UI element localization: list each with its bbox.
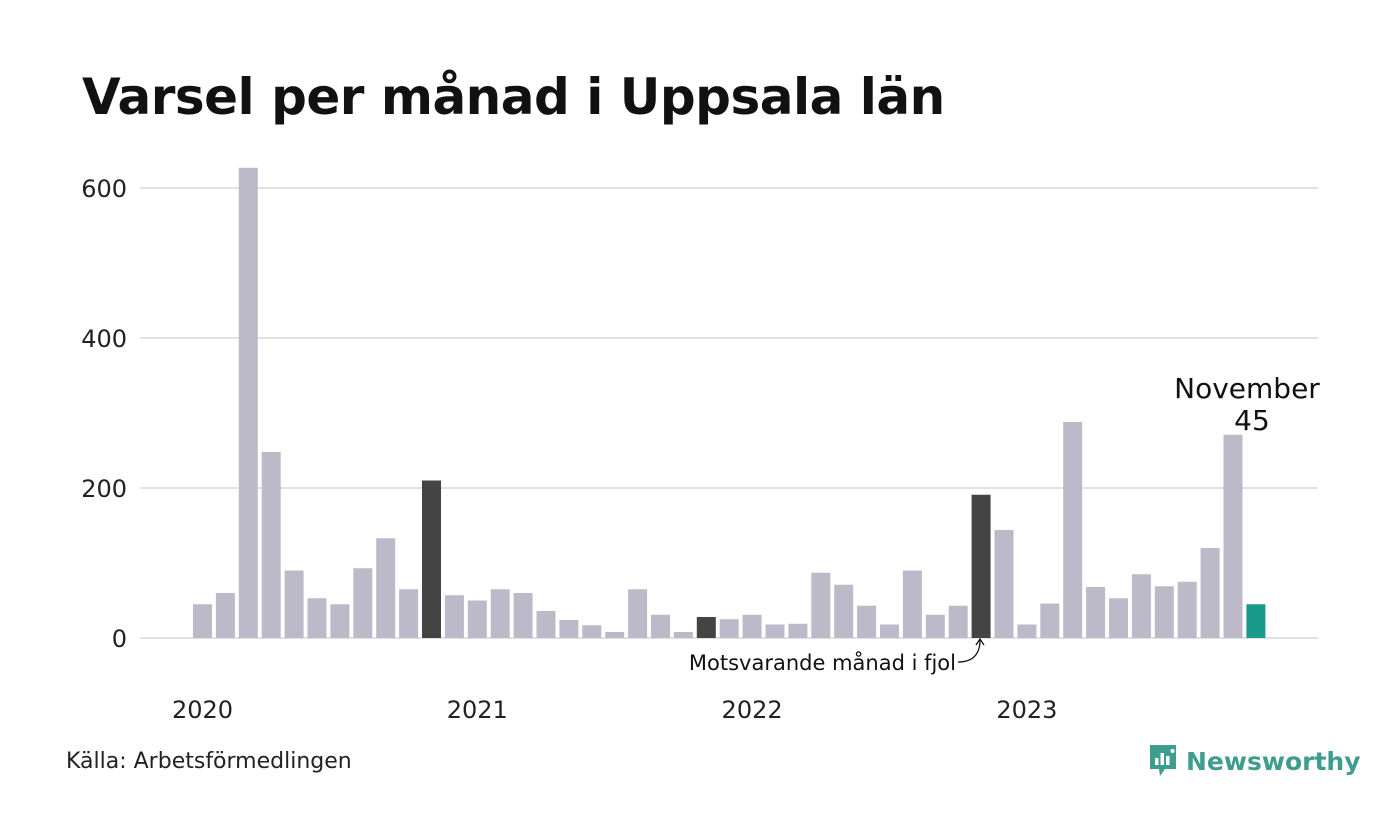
bar bbox=[948, 605, 968, 638]
bar bbox=[1131, 574, 1151, 638]
bar bbox=[1177, 581, 1197, 638]
bar bbox=[307, 598, 327, 638]
y-axis: 0 200 400 600 bbox=[81, 175, 127, 653]
bar bbox=[1063, 422, 1083, 638]
x-axis: 2020 2021 2022 2023 bbox=[172, 696, 1057, 724]
bar bbox=[628, 589, 648, 638]
annotation-month: November bbox=[1174, 372, 1320, 405]
grid-lines bbox=[140, 187, 1318, 639]
bar bbox=[1200, 548, 1220, 638]
y-tick-label: 200 bbox=[81, 475, 127, 503]
bar bbox=[994, 530, 1014, 638]
bar bbox=[971, 494, 991, 638]
reference-note: Motsvarande månad i fjol bbox=[689, 637, 985, 675]
reference-note-arrow bbox=[957, 639, 981, 663]
x-tick-label: 2022 bbox=[722, 696, 783, 724]
bar bbox=[215, 593, 235, 638]
bar bbox=[742, 614, 762, 638]
bar bbox=[605, 632, 625, 638]
bar bbox=[719, 619, 739, 638]
x-tick-label: 2021 bbox=[447, 696, 508, 724]
bar bbox=[1086, 587, 1106, 638]
bar bbox=[513, 593, 533, 638]
bar bbox=[261, 452, 281, 638]
brand-logo: Newsworthy bbox=[1148, 743, 1361, 779]
bar bbox=[238, 167, 258, 638]
y-tick-label: 400 bbox=[81, 325, 127, 353]
bar bbox=[834, 584, 854, 638]
reference-note-arrowhead bbox=[975, 637, 985, 646]
bar bbox=[902, 570, 922, 638]
bar bbox=[696, 617, 716, 638]
bar bbox=[1040, 603, 1060, 638]
bar bbox=[353, 568, 373, 638]
bar bbox=[399, 589, 419, 638]
bar bbox=[1223, 434, 1243, 638]
bar bbox=[651, 614, 670, 638]
bar bbox=[330, 604, 350, 638]
y-tick-label: 600 bbox=[81, 175, 127, 203]
bar bbox=[467, 600, 487, 638]
bar bbox=[788, 623, 808, 638]
bars bbox=[193, 167, 1266, 638]
bar bbox=[582, 625, 602, 638]
bar bbox=[880, 624, 899, 638]
bar bbox=[376, 538, 396, 638]
bar bbox=[284, 570, 304, 638]
bar bbox=[536, 611, 556, 638]
bar bbox=[490, 589, 510, 638]
y-tick-label: 0 bbox=[112, 625, 127, 653]
reference-note-label: Motsvarande månad i fjol bbox=[689, 650, 956, 675]
bar bbox=[193, 604, 212, 638]
bar-current-month bbox=[1246, 604, 1266, 638]
bar bbox=[765, 624, 785, 638]
brand-name: Newsworthy bbox=[1186, 746, 1361, 776]
bar bbox=[811, 572, 831, 638]
bar bbox=[673, 632, 693, 638]
bar bbox=[422, 480, 441, 638]
chart-title: Varsel per månad i Uppsala län bbox=[82, 68, 945, 126]
x-tick-label: 2020 bbox=[172, 696, 233, 724]
x-tick-label: 2023 bbox=[996, 696, 1057, 724]
bar bbox=[925, 614, 945, 638]
bar bbox=[559, 620, 579, 638]
source-label: Källa: Arbetsförmedlingen bbox=[66, 749, 352, 774]
bar bbox=[1017, 624, 1037, 638]
annotation: November 45 bbox=[1174, 372, 1320, 437]
bar bbox=[1109, 598, 1128, 638]
bar bbox=[1154, 586, 1174, 638]
bar bbox=[857, 605, 877, 638]
annotation-value: 45 bbox=[1234, 404, 1270, 437]
newsworthy-logo-icon bbox=[1150, 745, 1176, 776]
bar bbox=[444, 595, 464, 638]
